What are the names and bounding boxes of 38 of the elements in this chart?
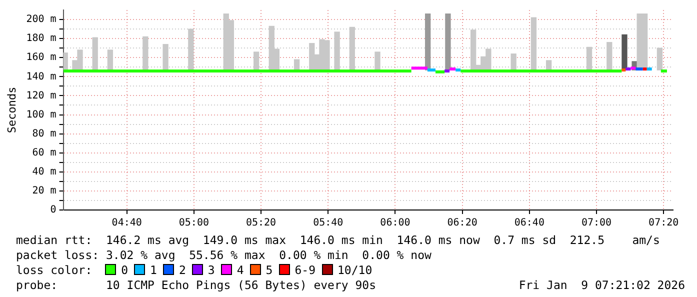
legend-label: 4 <box>236 263 244 277</box>
text: median rtt: 146.2 ms avg 149.0 ms max 146.0 ms min 146.0 ms now 0.7 ms sd 212.5 am/s <box>16 233 661 248</box>
x-tick-label: 06:00 <box>380 218 410 229</box>
text: Fri Jan 9 07:21:02 2026 <box>518 278 685 293</box>
legend-label: 0 <box>121 263 128 277</box>
legend-title: loss color: <box>16 263 94 277</box>
x-tick-label: 07:20 <box>648 218 679 229</box>
legend-label: 6-9 <box>294 263 316 277</box>
legend-label: 2 <box>178 263 186 277</box>
text: packet loss: 3.02 % avg 55.56 % max 0.00 % min 0.00 % now <box>16 248 432 263</box>
bar <box>622 34 628 70</box>
legend-label: 5 <box>266 263 273 277</box>
x-tick-label: 06:40 <box>514 218 544 229</box>
legend-label: 3 <box>208 263 215 277</box>
y-axis-title: Seconds <box>5 86 18 134</box>
bar <box>445 13 451 70</box>
bar <box>63 52 68 70</box>
y-tick-label: 60 m <box>32 147 56 158</box>
y-tick-label: 0 <box>50 204 56 216</box>
x-tick-label: 05:40 <box>313 218 344 229</box>
y-tick-label: 140 m <box>26 71 56 82</box>
bar <box>425 13 431 70</box>
legend-label: 10/10 <box>338 263 372 277</box>
x-tick-label: 07:00 <box>581 218 612 229</box>
y-tick-label: 80 m <box>32 128 56 140</box>
text: probe: 10 ICMP Echo Pings (56 Bytes) every 90s <box>16 278 376 292</box>
y-tick-label: 180 m <box>26 33 56 44</box>
legend-label: 1 <box>150 263 157 277</box>
x-tick-label: 05:00 <box>178 218 209 229</box>
y-tick-label: 200 m <box>26 14 56 26</box>
y-tick-label: 20 m <box>32 186 56 197</box>
y-tick-label: 160 m <box>26 52 56 64</box>
y-tick-label: 40 m <box>32 166 56 178</box>
x-tick-label: 05:20 <box>246 218 276 229</box>
y-tick-label: 100 m <box>26 109 56 120</box>
x-tick-label: 06:20 <box>447 218 478 229</box>
x-tick-label: 04:40 <box>112 218 142 229</box>
y-tick-label: 120 m <box>26 90 56 102</box>
